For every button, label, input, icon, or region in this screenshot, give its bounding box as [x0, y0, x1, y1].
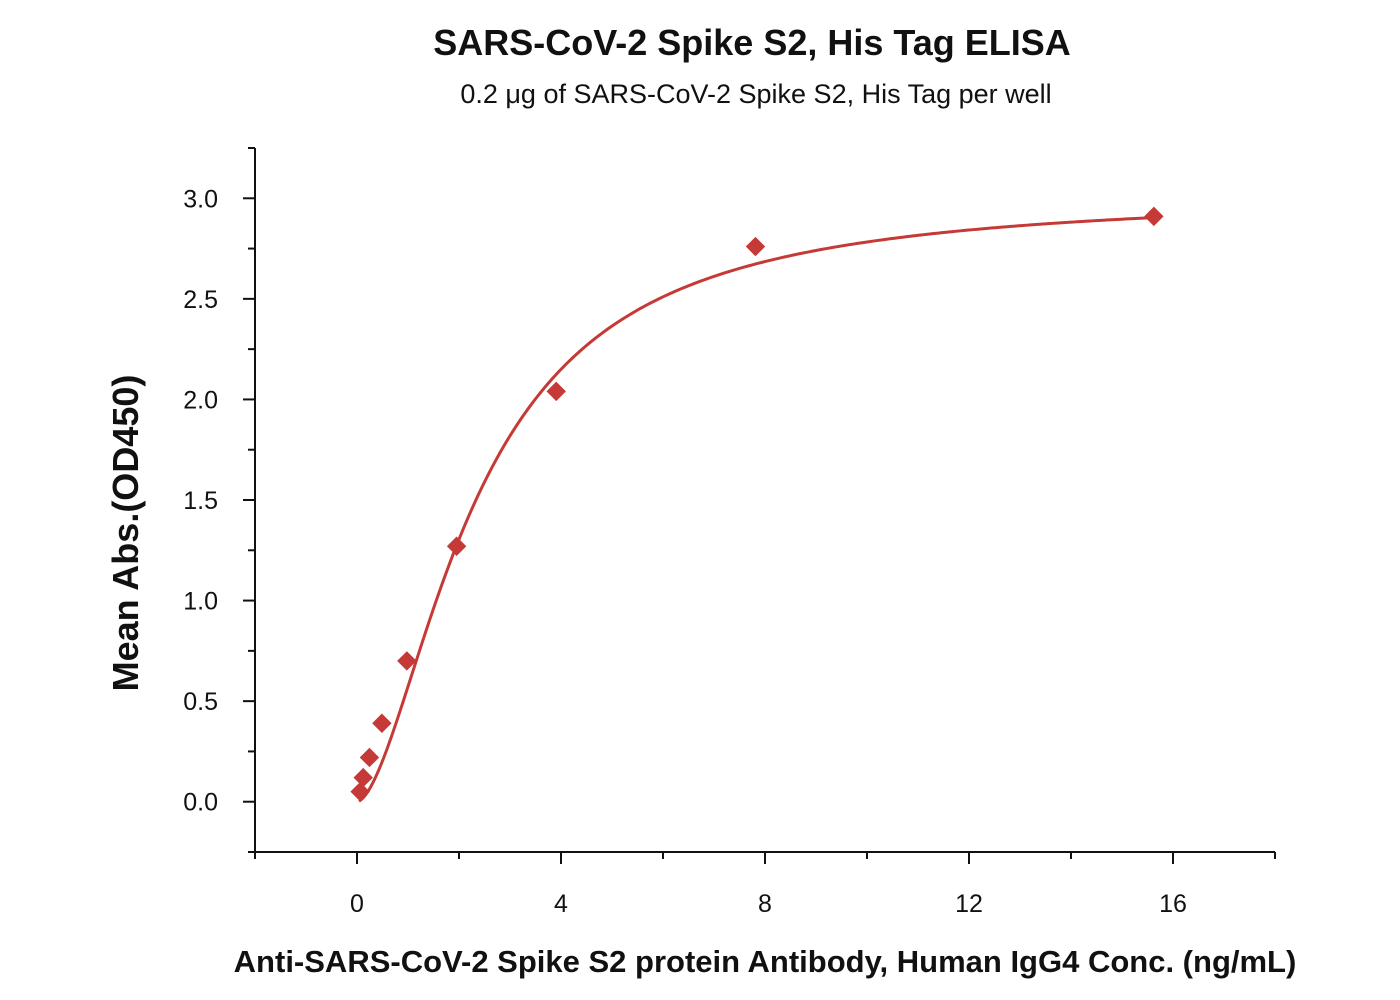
x-tick-label: 8 [758, 890, 772, 918]
y-tick-label: 3.0 [183, 185, 218, 213]
data-point [1144, 206, 1164, 227]
y-tick-label: 1.5 [183, 487, 218, 515]
x-axis-ticks: 0 4 8 12 16 [254, 852, 1276, 918]
fit-curve [358, 216, 1156, 802]
data-point [359, 747, 380, 768]
x-tick-label: 0 [350, 890, 364, 918]
x-axis-label: Anti-SARS-CoV-2 Spike S2 protein Antibod… [234, 944, 1297, 979]
x-tick-label: 16 [1159, 890, 1187, 918]
axes [254, 148, 1275, 853]
y-tick-label: 0.5 [183, 688, 218, 716]
chart-title: SARS-CoV-2 Spike S2, His Tag ELISA [433, 22, 1071, 63]
x-tick-label: 4 [554, 890, 568, 918]
y-tick-label: 2.0 [183, 386, 218, 414]
y-tick-label: 2.5 [183, 286, 218, 314]
y-tick-label: 1.0 [183, 588, 218, 616]
x-tick-label: 12 [955, 890, 983, 918]
y-tick-label: 0.0 [183, 789, 218, 817]
data-point [446, 536, 467, 556]
y-axis-ticks: 0.0 0.5 1.0 1.5 2.0 2.5 3.0 [183, 147, 255, 853]
data-point [397, 651, 417, 671]
data-point [350, 781, 370, 802]
fit-curve-layer [358, 216, 1156, 802]
data-points-layer [350, 206, 1164, 802]
data-point [546, 381, 566, 402]
data-point [372, 713, 392, 733]
data-point [745, 236, 766, 257]
data-point [353, 767, 373, 788]
chart-subtitle: 0.2 μg of SARS-CoV-2 Spike S2, His Tag p… [460, 79, 1051, 109]
y-axis-label: Mean Abs.(OD450) [105, 375, 146, 692]
